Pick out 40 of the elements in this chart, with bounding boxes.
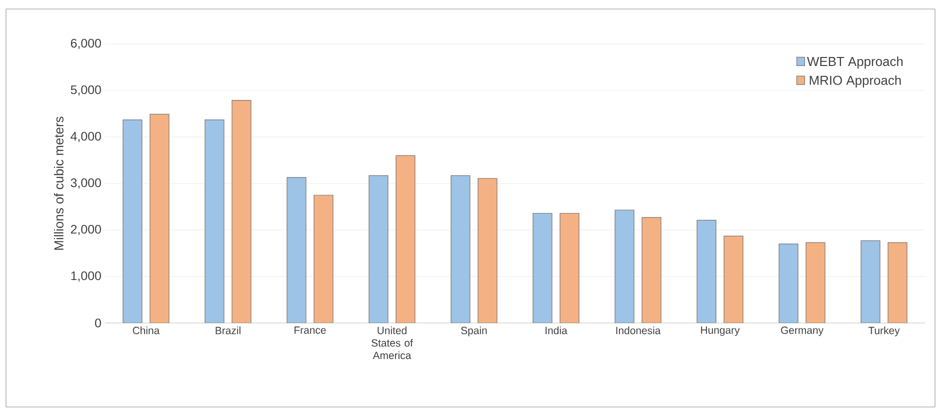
bar (888, 242, 908, 323)
y-axis-title: Millions of cubic meters (54, 116, 64, 250)
x-tick-label: United States of America (372, 326, 413, 360)
x-tick-label: France (294, 326, 326, 334)
y-tick-label: 5,000 (70, 85, 101, 96)
x-tick-label: Indonesia (616, 326, 661, 334)
bar (724, 236, 744, 323)
bar (478, 178, 498, 323)
bar (314, 194, 334, 323)
bar (450, 175, 470, 323)
y-tick-label: 1,000 (71, 271, 101, 282)
legend-label: WEBT Approach (807, 56, 903, 69)
bar (532, 212, 552, 323)
y-tick-label: 3,000 (70, 178, 101, 189)
x-tick-label: India (546, 326, 568, 334)
legend-label: MRIO Approach (810, 75, 901, 88)
y-tick-label: 4,000 (70, 132, 101, 142)
x-tick-label: Spain (461, 326, 487, 336)
y-tick-label: 6,000 (70, 38, 101, 50)
x-tick-label: Turkey (868, 326, 900, 336)
y-tick-label: 2,000 (70, 224, 101, 236)
bar (150, 114, 170, 323)
x-tick-label: China (132, 326, 160, 334)
x-tick-label: Hungary (701, 326, 740, 336)
bar (396, 155, 416, 323)
bar (778, 244, 798, 323)
bar (122, 119, 142, 323)
bar (860, 240, 880, 323)
y-tick-label: 0 (95, 318, 101, 328)
x-tick-label: Germany (781, 326, 824, 336)
bar (286, 177, 306, 323)
bar (368, 175, 388, 323)
bar (806, 242, 826, 323)
bar (642, 217, 662, 323)
bar (560, 212, 580, 323)
bar (232, 100, 252, 323)
bar (614, 210, 634, 323)
x-tick-label: Brazil (216, 326, 240, 334)
bar (696, 220, 716, 323)
bar (204, 119, 224, 323)
